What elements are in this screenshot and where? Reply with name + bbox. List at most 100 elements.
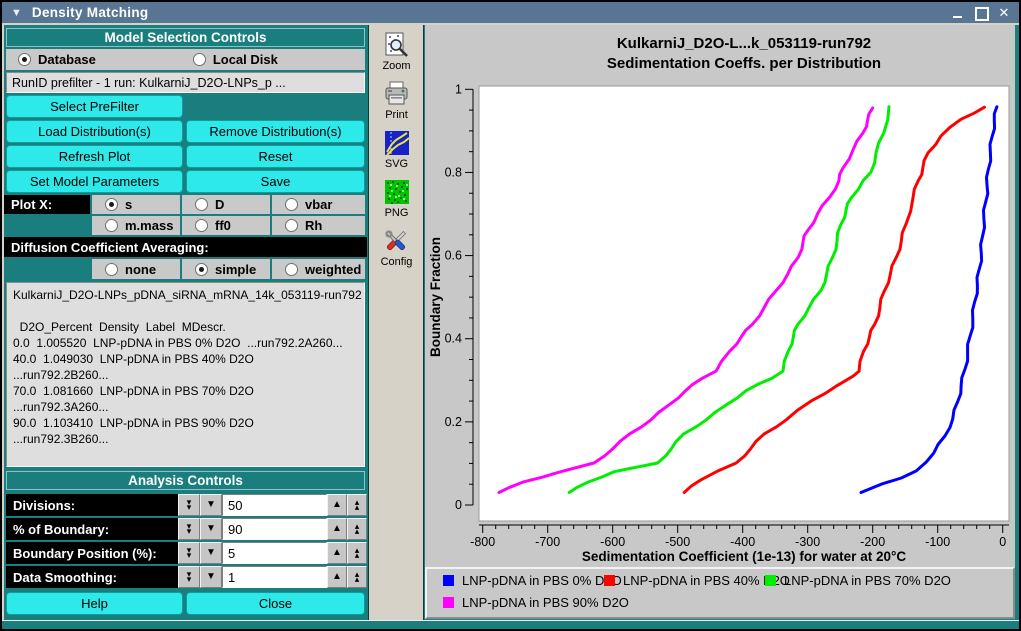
plot-x-option-ff0[interactable]: ff0 — [182, 216, 270, 235]
spin-up-button[interactable]: ▲ — [327, 518, 347, 540]
database-radio[interactable] — [18, 53, 31, 66]
mmass-radio[interactable] — [105, 219, 118, 232]
model-description-textarea[interactable]: KulkarniJ_D2O-LNPs_pDNA_siRNA_mRNA_14k_0… — [6, 282, 365, 467]
reset-button[interactable]: Reset — [186, 145, 365, 168]
weighted-radio[interactable] — [285, 262, 298, 276]
spin-down-button[interactable]: ▼ — [200, 518, 222, 540]
close-dialog-button[interactable]: Close — [186, 592, 365, 615]
plot-x-option-vbar[interactable]: vbar — [272, 195, 365, 214]
legend-row: LNP-pDNA in PBS 0% D2O LNP-pDNA in PBS 40… — [427, 569, 1013, 591]
plot-x-option-mmass[interactable]: m.mass — [92, 216, 180, 235]
svg-text:-100: -100 — [925, 535, 950, 549]
counter-row: Divisions: ▾ ▾ ▼ 50 ▲ ▴ ▴ — [6, 494, 367, 516]
config-tool[interactable]: Config — [381, 228, 412, 268]
counter-row: Boundary Position (%): ▾ ▾ ▼ 5 ▲ ▴ ▴ — [6, 542, 367, 564]
bottom-strip — [2, 620, 1019, 629]
spin-up-button[interactable]: ▲ — [327, 566, 347, 588]
zoom-tool[interactable]: Zoom — [382, 32, 411, 72]
minimize-button[interactable] — [951, 6, 965, 19]
remove-distributions-button[interactable]: Remove Distribution(s) — [186, 120, 365, 143]
legend-swatch — [443, 596, 454, 608]
spin-fast-down-button[interactable]: ▾ ▾ — [178, 494, 200, 516]
window-menu-icon[interactable]: ▼ — [11, 6, 22, 19]
spin-fast-up-button[interactable]: ▴ ▴ — [347, 566, 367, 588]
png-tool-label: PNG — [384, 207, 409, 219]
config-icon — [385, 230, 407, 251]
diffusion-option-simple[interactable]: simple — [182, 259, 270, 279]
legend-label: LNP-pDNA in PBS 90% D2O — [462, 594, 629, 610]
model-text-line: ...run792.3A260... — [13, 400, 109, 414]
png-tool[interactable]: PNG — [383, 179, 411, 219]
counter-value-field[interactable]: 90 — [222, 518, 327, 540]
help-button[interactable]: Help — [6, 592, 183, 615]
model-text-line — [13, 303, 358, 319]
print-tool[interactable]: Print — [383, 81, 411, 121]
vbar-radio[interactable] — [285, 198, 298, 211]
svg-tool[interactable]: SVG — [383, 130, 411, 170]
legend-item: LNP-pDNA in PBS 0% D2O — [443, 573, 622, 588]
svg-text:-200: -200 — [860, 535, 885, 549]
model-text-line: ...run792.3B260... — [13, 432, 109, 446]
svg-text:-700: -700 — [535, 535, 560, 549]
maximize-button[interactable] — [974, 6, 989, 21]
set-model-parameters-button[interactable]: Set Model Parameters — [6, 170, 183, 193]
svg-text:-500: -500 — [665, 535, 690, 549]
legend-label: LNP-pDNA in PBS 0% D2O — [462, 572, 622, 588]
counter-label: Boundary Position (%): — [6, 542, 178, 564]
plot-x-option-rh[interactable]: Rh — [272, 216, 365, 235]
counter-label: Divisions: — [6, 494, 178, 516]
svg-text:0.6: 0.6 — [445, 249, 462, 263]
svg-text:0: 0 — [455, 498, 462, 512]
close-button[interactable]: ✕ — [998, 5, 1010, 20]
spin-fast-down-button[interactable]: ▾ ▾ — [178, 518, 200, 540]
spin-down-button[interactable]: ▼ — [200, 542, 222, 564]
counter-label: Data Smoothing: — [6, 566, 178, 588]
local-disk-radio[interactable] — [192, 53, 206, 66]
plot-x-label: Plot X: — [4, 195, 90, 214]
svg-text:-300: -300 — [795, 535, 820, 549]
d-radio[interactable] — [195, 198, 208, 211]
spin-fast-up-button[interactable]: ▴ ▴ — [347, 494, 367, 516]
svg-text:0.4: 0.4 — [445, 332, 462, 346]
spin-down-button[interactable]: ▼ — [200, 494, 222, 516]
legend-item: LNP-pDNA in PBS 90% D2O — [443, 595, 629, 610]
print-tool-label: Print — [385, 109, 408, 121]
refresh-plot-button[interactable]: Refresh Plot — [6, 145, 183, 168]
svg-text:Sedimentation Coeffs. per Dist: Sedimentation Coeffs. per Distribution — [607, 55, 881, 72]
counter-value-field[interactable]: 1 — [222, 566, 327, 588]
spin-down-button[interactable]: ▼ — [200, 566, 222, 588]
s-radio[interactable] — [105, 198, 118, 211]
rh-radio[interactable] — [285, 219, 298, 232]
counter-label: % of Boundary: — [6, 518, 178, 540]
spin-fast-up-button[interactable]: ▴ ▴ — [347, 542, 367, 564]
diffusion-option-none[interactable]: none — [92, 259, 180, 279]
svg-text:0.8: 0.8 — [445, 165, 462, 179]
svg-text:0: 0 — [999, 535, 1006, 549]
none-radio[interactable] — [105, 262, 118, 276]
spin-up-button[interactable]: ▲ — [327, 494, 347, 516]
title-bar[interactable]: ▼ Density Matching ✕ — [2, 2, 1019, 23]
spin-fast-down-button[interactable]: ▾ ▾ — [178, 566, 200, 588]
spin-fast-down-button[interactable]: ▾ ▾ — [178, 542, 200, 564]
counter-value-field[interactable]: 5 — [222, 542, 327, 564]
plot-area[interactable]: KulkarniJ_D2O-L...k_053119-run792 Sedimen… — [425, 25, 1015, 567]
legend-swatch — [604, 574, 615, 586]
plot-x-option-s[interactable]: s — [92, 195, 180, 214]
window-title: Density Matching — [31, 5, 149, 20]
counter-value-field[interactable]: 50 — [222, 494, 327, 516]
model-text-line: D2O_Percent Density Label MDescr. — [13, 320, 226, 334]
simple-radio[interactable] — [195, 262, 208, 276]
select-prefilter-button[interactable]: Select PreFilter — [6, 95, 183, 118]
svg-text:-400: -400 — [730, 535, 755, 549]
model-text-line: 90.0 1.103410 LNP-pDNA in PBS 90% D2O — [13, 416, 254, 430]
svg-text:-800: -800 — [470, 535, 495, 549]
spin-up-button[interactable]: ▲ — [327, 542, 347, 564]
model-text-line: 40.0 1.049030 LNP-pDNA in PBS 40% D2O — [13, 352, 254, 366]
sedimentation-plot[interactable]: KulkarniJ_D2O-L...k_053119-run792 Sedimen… — [425, 25, 1015, 567]
plot-x-option-d[interactable]: D — [182, 195, 270, 214]
diffusion-option-weighted[interactable]: weighted — [272, 259, 365, 279]
ff0-radio[interactable] — [195, 219, 208, 232]
load-distributions-button[interactable]: Load Distribution(s) — [6, 120, 183, 143]
save-button[interactable]: Save — [186, 170, 365, 193]
spin-fast-up-button[interactable]: ▴ ▴ — [347, 518, 367, 540]
